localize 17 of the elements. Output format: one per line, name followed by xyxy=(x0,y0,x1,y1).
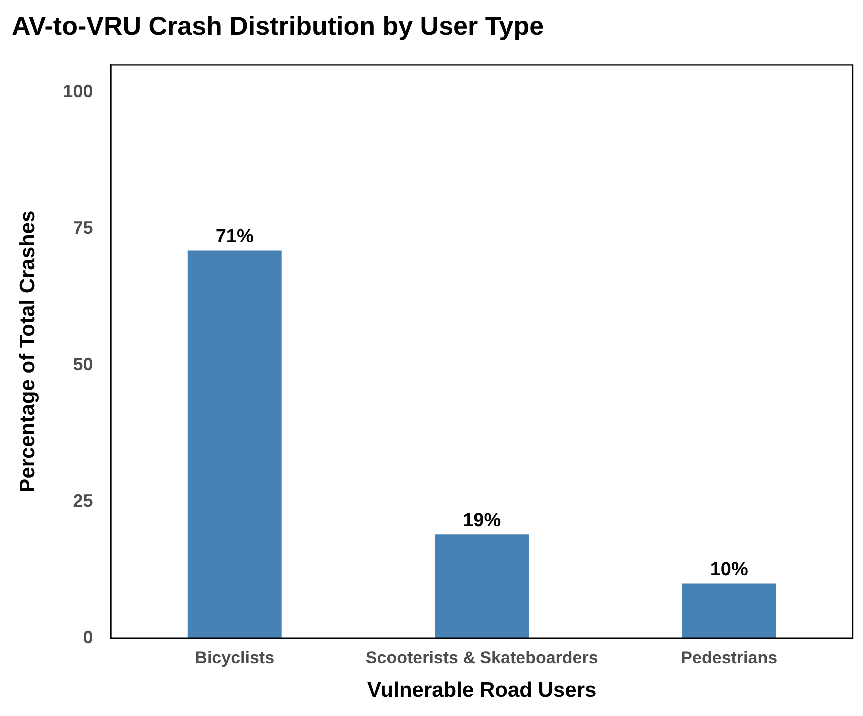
data-label: 19% xyxy=(463,510,502,532)
y-tick-label: 25 xyxy=(73,490,94,511)
x-axis-title: Vulnerable Road Users xyxy=(368,679,597,702)
bar xyxy=(435,534,530,638)
bar xyxy=(682,584,776,638)
x-tick-label: Scooterists & Skateboarders xyxy=(366,648,598,668)
x-tick-label: Pedestrians xyxy=(681,648,778,668)
y-axis-title: Percentage of Total Crashes xyxy=(16,210,40,493)
y-tick-label: 0 xyxy=(83,627,94,648)
y-tick-label: 75 xyxy=(73,218,94,238)
x-tick-label: Bicyclists xyxy=(195,648,275,668)
bar xyxy=(188,250,282,638)
chart-title: AV-to-VRU Crash Distribution by User Type xyxy=(12,10,544,41)
data-label: 71% xyxy=(216,226,254,248)
y-tick-label: 100 xyxy=(63,81,94,102)
y-tick-label: 50 xyxy=(73,354,94,374)
data-label: 10% xyxy=(710,560,748,581)
